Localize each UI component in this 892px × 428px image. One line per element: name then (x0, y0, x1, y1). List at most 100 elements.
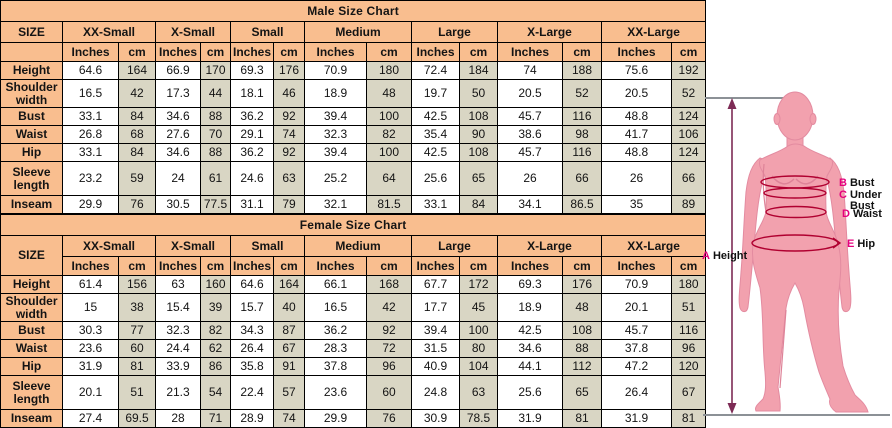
cm-value-cell: 63 (459, 375, 498, 410)
unit-header-cm: cm (459, 42, 498, 62)
inches-value-cell: 19.7 (411, 79, 460, 108)
size-column-header: Small (230, 235, 305, 257)
inches-value-cell: 26.8 (62, 125, 119, 144)
size-corner-header: SIZE (0, 235, 63, 276)
cm-value-cell: 74 (273, 125, 305, 144)
unit-header-cm: cm (562, 256, 602, 276)
inches-value-cell: 31.1 (230, 195, 274, 214)
inches-value-cell: 35 (601, 195, 672, 214)
cm-value-cell: 52 (562, 79, 602, 108)
cm-value-cell: 108 (459, 107, 498, 126)
cm-value-cell: 40 (273, 293, 305, 322)
size-column-header: Small (230, 21, 305, 43)
table-row: Shoulder width 15 38 15.4 39 15.7 40 16.5 42 17.7… (0, 293, 707, 322)
unit-header-cm: cm (670, 256, 707, 276)
size-column-header: Medium (304, 235, 412, 257)
unit-header-cm: cm (118, 42, 156, 62)
cm-value-cell: 65 (459, 161, 498, 196)
cm-value-cell: 124 (670, 143, 707, 162)
table-row: Waist 23.6 60 24.4 62 26.4 67 28.3 72 31.5 80 34.6 8… (0, 339, 707, 358)
inches-value-cell: 33.1 (62, 143, 119, 162)
table-row: Inseam 29.9 76 30.5 77.5 31.1 79 32.1 81.5 33.1 84… (0, 195, 707, 214)
inches-value-cell: 26 (497, 161, 563, 196)
unit-header-inches: Inches (155, 256, 201, 276)
head (776, 91, 814, 141)
cm-value-cell: 184 (459, 61, 498, 80)
hip-line (751, 234, 839, 252)
inches-value-cell: 30.3 (62, 321, 119, 340)
inches-value-cell: 42.5 (497, 321, 563, 340)
cm-value-cell: 100 (366, 143, 412, 162)
measurement-row-label: Bust (0, 107, 63, 126)
cm-value-cell: 88 (200, 143, 231, 162)
body-silhouette (738, 91, 869, 413)
inches-value-cell: 31.5 (411, 339, 460, 358)
cm-value-cell: 66 (670, 161, 707, 196)
inches-value-cell: 15 (62, 293, 119, 322)
cm-value-cell: 63 (273, 161, 305, 196)
inches-value-cell: 32.1 (304, 195, 367, 214)
cm-value-cell: 77.5 (200, 195, 231, 214)
cm-value-cell: 172 (459, 275, 498, 294)
inches-value-cell: 75.6 (601, 61, 672, 80)
table-row: Sleeve length 23.2 59 24 61 24.6 63 25.2 64 25.6 6… (0, 161, 707, 196)
unit-header-inches: Inches (601, 42, 672, 62)
inches-value-cell: 40.9 (411, 357, 460, 376)
inches-value-cell: 36.2 (304, 321, 367, 340)
unit-header-inches: Inches (230, 42, 274, 62)
cm-value-cell: 46 (273, 79, 305, 108)
inches-value-cell: 33.9 (155, 357, 201, 376)
unit-header-cm: cm (366, 256, 412, 276)
inches-value-cell: 21.3 (155, 375, 201, 410)
measurement-row-label: Bust (0, 321, 63, 340)
chart-title: Female Size Chart (0, 214, 707, 236)
inches-value-cell: 23.6 (62, 339, 119, 358)
unit-header-cm: cm (366, 42, 412, 62)
table-row: Inseam 27.4 69.5 28 71 28.9 74 29.9 76 30.9 78.5 31… (0, 409, 707, 428)
inches-value-cell: 16.5 (62, 79, 119, 108)
cm-value-cell: 67 (273, 339, 305, 358)
inches-value-cell: 37.8 (601, 339, 672, 358)
hip-pointer (832, 237, 842, 249)
inches-value-cell: 26.4 (230, 339, 274, 358)
unit-header-inches: Inches (411, 42, 460, 62)
cm-value-cell: 100 (459, 321, 498, 340)
unit-header-inches: Inches (497, 256, 563, 276)
inches-value-cell: 36.2 (230, 107, 274, 126)
cm-value-cell: 170 (200, 61, 231, 80)
cm-value-cell: 84 (459, 195, 498, 214)
cm-value-cell: 60 (366, 375, 412, 410)
label-bust: B Bust (839, 177, 875, 189)
measurement-row-label: Waist (0, 339, 63, 358)
inches-value-cell: 18.9 (497, 293, 563, 322)
unit-header-inches: Inches (155, 42, 201, 62)
inches-value-cell: 38.6 (497, 125, 563, 144)
inches-value-cell: 30.9 (411, 409, 460, 428)
cm-value-cell: 45 (459, 293, 498, 322)
inches-value-cell: 24.4 (155, 339, 201, 358)
size-corner-header: SIZE (0, 21, 63, 43)
inches-value-cell: 39.4 (304, 107, 367, 126)
cm-value-cell: 92 (273, 143, 305, 162)
cm-value-cell: 79 (273, 195, 305, 214)
cm-value-cell: 57 (273, 375, 305, 410)
cm-value-cell: 86 (200, 357, 231, 376)
cm-value-cell: 69.5 (118, 409, 156, 428)
table-row: Hip 33.1 84 34.6 88 36.2 92 39.4 100 42.5 108 45.7 1… (0, 143, 707, 162)
height-arrow (727, 98, 737, 414)
left-ear (773, 113, 781, 125)
size-column-header: XX-Small (62, 21, 156, 43)
size-column-header: X-Large (497, 21, 602, 43)
size-tables-panel: Male Size Chart SIZE XX-Small X-Small Small M… (0, 0, 707, 428)
inches-value-cell: 28.3 (304, 339, 367, 358)
measurement-row-label: Inseam (0, 409, 63, 428)
unit-header-inches: Inches (230, 256, 274, 276)
size-column-header: Medium (304, 21, 412, 43)
inches-value-cell: 39.4 (411, 321, 460, 340)
inches-value-cell: 61.4 (62, 275, 119, 294)
cm-value-cell: 92 (366, 321, 412, 340)
cm-value-cell: 74 (273, 409, 305, 428)
cm-value-cell: 87 (273, 321, 305, 340)
cm-value-cell: 60 (118, 339, 156, 358)
inches-value-cell: 69.3 (230, 61, 274, 80)
